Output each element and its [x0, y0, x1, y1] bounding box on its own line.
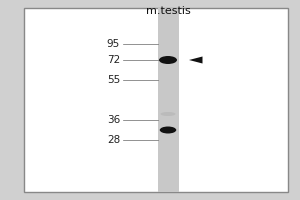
Text: 72: 72 [107, 55, 120, 65]
Ellipse shape [160, 127, 176, 134]
Ellipse shape [160, 112, 175, 116]
Text: m.testis: m.testis [146, 6, 190, 16]
FancyBboxPatch shape [24, 8, 288, 192]
Text: 55: 55 [107, 75, 120, 85]
FancyBboxPatch shape [158, 8, 178, 192]
Text: 95: 95 [107, 39, 120, 49]
Polygon shape [189, 57, 202, 64]
Text: 28: 28 [107, 135, 120, 145]
Ellipse shape [159, 56, 177, 64]
Text: 36: 36 [107, 115, 120, 125]
